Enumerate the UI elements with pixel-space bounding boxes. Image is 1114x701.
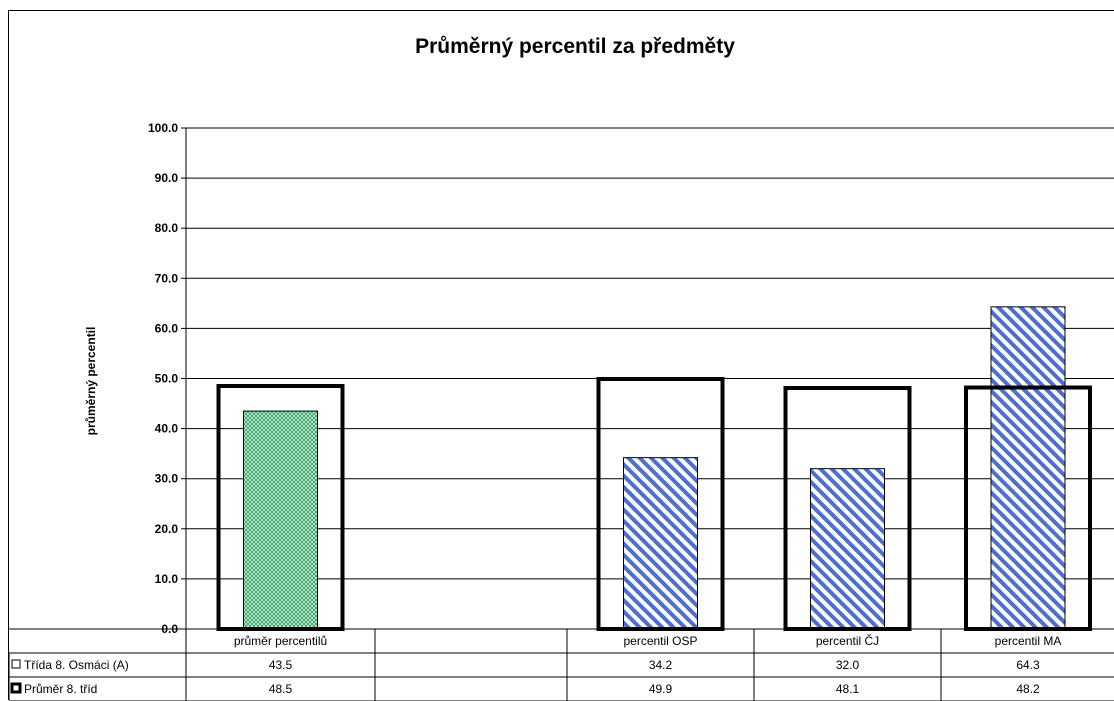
y-tick-label: 90.0: [155, 171, 179, 185]
data-cell: 48.1: [836, 682, 860, 696]
y-tick-label: 100.0: [148, 121, 178, 135]
data-table: průměr percentilů percentil OSP percentil …: [9, 628, 1114, 701]
y-tick-label: 60.0: [155, 321, 179, 335]
data-cell: 48.2: [1016, 682, 1040, 696]
category-label: průměr percentilů: [234, 634, 327, 648]
data-cell: 49.9: [649, 682, 673, 696]
y-tick-labels: 0.010.020.030.040.050.060.070.080.090.01…: [148, 121, 178, 636]
y-tick-label: 40.0: [155, 422, 179, 436]
chart-svg: Průměrný percentil za předměty průměrný …: [9, 35, 1114, 701]
y-tick-label: 30.0: [155, 472, 179, 486]
bar-class-0: [243, 410, 318, 630]
legend-key-1: [10, 682, 22, 694]
category-label: percentil OSP: [623, 634, 697, 648]
series-name: Průměr 8. tříd: [24, 682, 97, 696]
category-label: percentil ČJ: [816, 633, 879, 648]
data-cell: 34.2: [649, 658, 673, 672]
y-tick-label: 20.0: [155, 522, 179, 536]
y-tick-label: 80.0: [155, 221, 179, 235]
y-tick-label: 50.0: [155, 372, 179, 386]
y-tick-label: 70.0: [155, 271, 179, 285]
legend-key-0: [11, 659, 21, 669]
category-label: percentil MA: [995, 634, 1062, 648]
bars: [216, 306, 1092, 632]
series-name: Třída 8. Osmáci (A): [24, 658, 129, 672]
data-cell: 64.3: [1016, 658, 1040, 672]
data-cell: 48.5: [269, 682, 293, 696]
chart-title: Průměrný percentil za předměty: [415, 35, 735, 58]
data-cell: 43.5: [269, 658, 293, 672]
bar-class-2: [623, 457, 698, 630]
y-tick-label: 10.0: [155, 572, 179, 586]
y-axis-label: průměrný percentil: [84, 327, 98, 436]
chart-frame: Průměrný percentil za předměty průměrný …: [8, 10, 1114, 701]
bar-class-3: [810, 468, 885, 630]
data-cell: 32.0: [836, 658, 860, 672]
bar-class-4: [990, 306, 1066, 630]
